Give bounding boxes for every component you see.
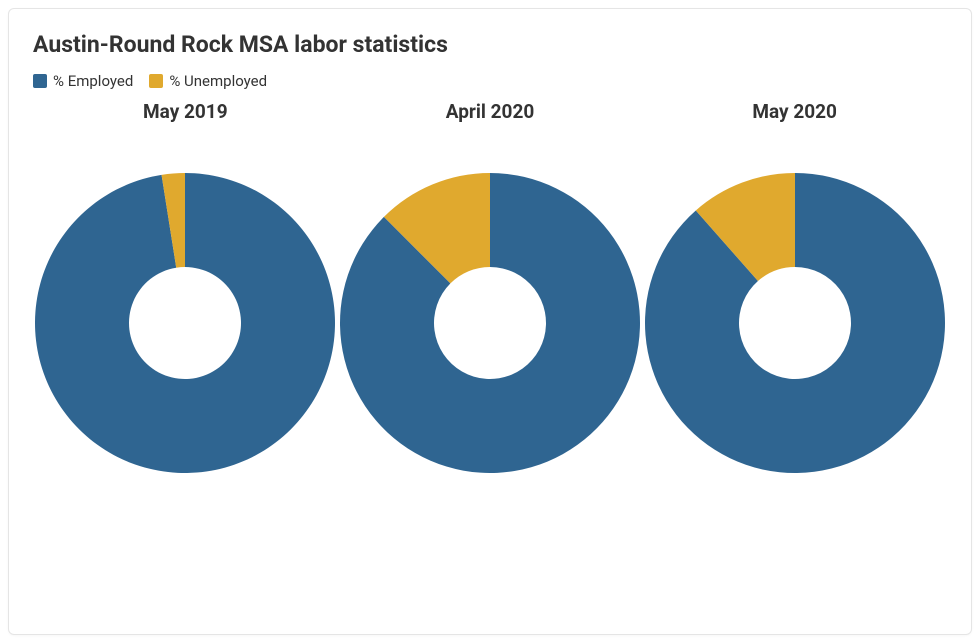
legend-label-unemployed: % Unemployed: [169, 72, 267, 90]
chart-label-2: May 2020: [752, 100, 837, 123]
donut-1: [340, 173, 640, 473]
chart-panel-0: May 2019: [33, 100, 338, 473]
chart-panel-2: May 2020: [642, 100, 947, 473]
legend-item-unemployed: % Unemployed: [149, 72, 267, 90]
legend-swatch-employed: [33, 74, 47, 88]
chart-label-1: April 2020: [446, 100, 535, 123]
legend-item-employed: % Employed: [33, 72, 133, 90]
chart-label-0: May 2019: [143, 100, 228, 123]
page-title: Austin-Round Rock MSA labor statistics: [33, 31, 947, 58]
donut-2: [645, 173, 945, 473]
chart-panel-1: April 2020: [338, 100, 643, 473]
chart-card: Austin-Round Rock MSA labor statistics %…: [8, 8, 972, 635]
legend-swatch-unemployed: [149, 74, 163, 88]
legend-label-employed: % Employed: [53, 72, 133, 90]
legend: % Employed % Unemployed: [33, 72, 947, 90]
charts-row: May 2019 April 2020 May 2020: [33, 100, 947, 473]
donut-0: [35, 173, 335, 473]
